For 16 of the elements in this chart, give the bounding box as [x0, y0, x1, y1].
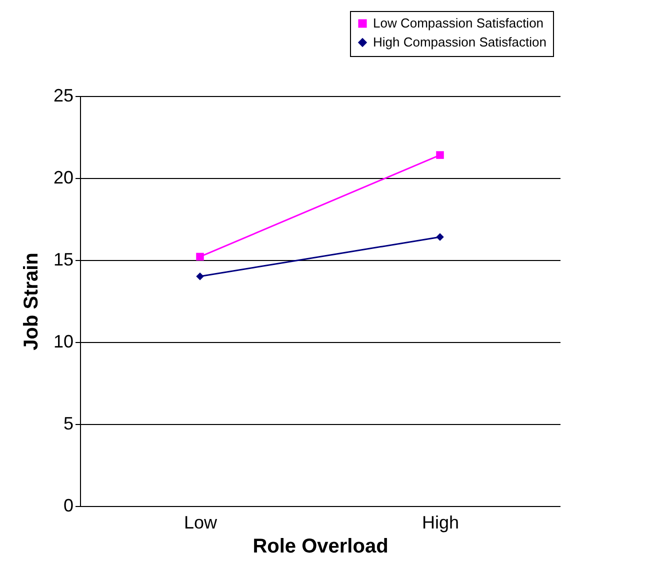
- y-tick-label: 25: [53, 86, 74, 106]
- x-axis-title: Role Overload: [252, 536, 388, 558]
- point: [196, 252, 204, 261]
- y-tick-label: 10: [53, 332, 74, 352]
- y-axis-title: Job Strain: [20, 252, 42, 350]
- x-tick-label: High: [422, 512, 460, 532]
- legend-label: High Compassion Satisfaction: [373, 34, 546, 50]
- y-tick-label: 0: [63, 496, 74, 516]
- point: [436, 233, 444, 241]
- y-tick-label: 15: [53, 250, 74, 270]
- point: [436, 151, 444, 159]
- y-tick-label: 20: [53, 168, 74, 188]
- point: [196, 272, 204, 280]
- x-tick-label: Low: [184, 512, 218, 532]
- y-tick-label: 5: [63, 414, 74, 434]
- legend-label: Low Compassion Satisfaction: [373, 16, 544, 30]
